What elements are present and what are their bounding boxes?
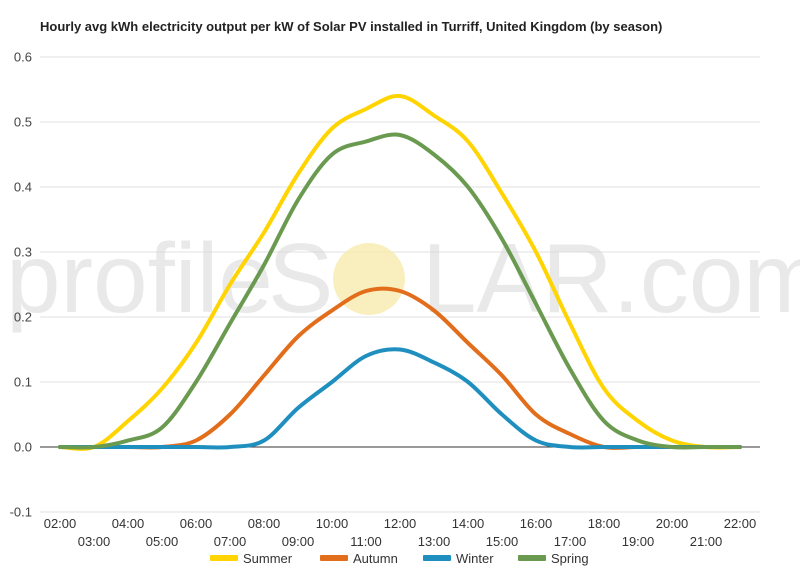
watermark-text-right: LAR.com	[422, 223, 800, 333]
series-line-spring	[58, 132, 742, 450]
x-tick-label: 13:00	[418, 534, 451, 549]
y-tick-label: 0.4	[14, 180, 32, 195]
x-tick-label: 16:00	[520, 516, 553, 531]
series-line-winter	[58, 347, 742, 450]
y-tick-label: 0.1	[14, 375, 32, 390]
x-tick-label: 04:00	[112, 516, 145, 531]
watermark-text-left: profile	[6, 223, 273, 333]
series-lines	[58, 93, 742, 451]
legend-swatch-winter	[423, 555, 451, 561]
x-tick-label: 06:00	[180, 516, 213, 531]
legend-label-winter: Winter	[456, 551, 494, 566]
x-tick-label: 05:00	[146, 534, 179, 549]
x-tick-label: 14:00	[452, 516, 485, 531]
x-tick-label: 09:00	[282, 534, 315, 549]
x-tick-label: 10:00	[316, 516, 349, 531]
x-tick-label: 18:00	[588, 516, 621, 531]
x-tick-label: 20:00	[656, 516, 689, 531]
watermark: profile S LAR.com	[6, 223, 800, 333]
x-tick-label: 21:00	[690, 534, 723, 549]
y-tick-label: 0.6	[14, 50, 32, 65]
y-tick-label: 0.5	[14, 115, 32, 130]
x-tick-label: 02:00	[44, 516, 77, 531]
x-tick-label: 11:00	[350, 534, 382, 549]
legend-swatch-spring	[518, 555, 546, 561]
legend-label-spring: Spring	[551, 551, 589, 566]
y-tick-label: 0.2	[14, 310, 32, 325]
grid-lines	[40, 56, 760, 513]
chart-title: Hourly avg kWh electricity output per kW…	[40, 19, 663, 34]
x-tick-label: 17:00	[554, 534, 587, 549]
y-tick-label: -0.1	[10, 505, 32, 520]
legend-swatch-autumn	[320, 555, 348, 561]
x-tick-label: 15:00	[486, 534, 519, 549]
legend-label-autumn: Autumn	[353, 551, 398, 566]
y-tick-label: 0.0	[14, 440, 32, 455]
x-tick-label: 08:00	[248, 516, 281, 531]
x-tick-label: 22:00	[724, 516, 757, 531]
legend-label-summer: Summer	[243, 551, 293, 566]
legend-swatch-summer	[210, 555, 238, 561]
x-tick-label: 19:00	[622, 534, 655, 549]
x-tick-label: 03:00	[78, 534, 111, 549]
x-tick-label: 12:00	[384, 516, 417, 531]
x-tick-label: 07:00	[214, 534, 247, 549]
legend: Summer Autumn Winter Spring	[210, 551, 589, 566]
series-line-summer	[58, 93, 742, 451]
y-tick-label: 0.3	[14, 245, 32, 260]
